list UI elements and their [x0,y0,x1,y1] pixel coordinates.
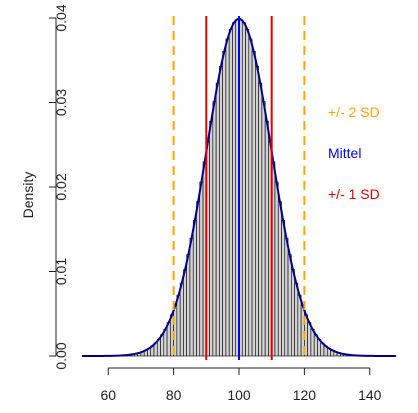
histogram-bar [291,269,295,357]
histogram-bar [232,22,237,357]
histogram-bar [287,254,292,357]
histogram-bar [248,38,253,357]
x-tick-label: 140 [358,387,382,403]
histogram-bar [245,28,250,357]
histogram-bar [179,282,184,357]
histogram-bar [192,220,197,357]
histogram-bar [209,120,214,357]
histogram-bar [199,181,204,357]
histogram-bar [284,237,289,357]
histogram-bar [310,328,315,357]
histogram-bar [163,328,168,357]
histogram-bar [222,51,227,357]
y-tick-label: 0.03 [53,89,69,116]
histogram-bar [186,254,191,357]
legend-label-mean: Mittel [328,145,361,161]
histogram-bar [183,269,187,357]
x-tick-label: 80 [166,387,182,403]
y-tick-label: 0.02 [53,173,69,200]
legend-label-sd1: +/- 1 SD [328,186,380,202]
x-tick-label: 60 [100,387,116,403]
x-axis-ticks: 60 80 100 120 140 [100,368,382,403]
histogram-bar [277,201,282,357]
histogram-bar [251,51,256,357]
y-tick-label: 0.00 [53,342,69,369]
x-tick-label: 120 [293,387,317,403]
histogram-bar [294,282,299,357]
histogram-bar [215,82,220,357]
histogram-bar [176,294,181,357]
histogram-bar [258,82,263,357]
histogram-bar [297,294,302,357]
reference-lines [172,16,306,360]
histogram-bar [225,38,230,357]
histogram-bar [307,322,312,357]
legend-label-sd2: +/- 2 SD [328,104,380,120]
y-tick-label: 0.04 [53,4,69,31]
histogram-bar [219,65,223,357]
histogram-bar [212,101,217,357]
histogram-bar [166,322,171,357]
axes: 60 80 100 120 140 0.00 0.01 0.02 0.03 0.04 [49,4,382,403]
y-tick-label: 0.01 [53,258,69,285]
histogram-bar [264,120,269,357]
histogram-bar [281,220,286,357]
histogram-bar [228,28,233,357]
histogram-bar [241,22,246,357]
histogram-bar [255,65,259,357]
histogram-bar [261,101,266,357]
histogram-bar [196,201,201,357]
histogram-bar [189,237,194,357]
x-tick-label: 100 [227,387,251,403]
legend: +/- 2 SD Mittel +/- 1 SD [328,104,380,202]
histogram-bar [274,181,279,357]
y-axis-ticks: 0.00 0.01 0.02 0.03 0.04 [49,4,69,370]
y-axis-title: Density [20,172,36,219]
